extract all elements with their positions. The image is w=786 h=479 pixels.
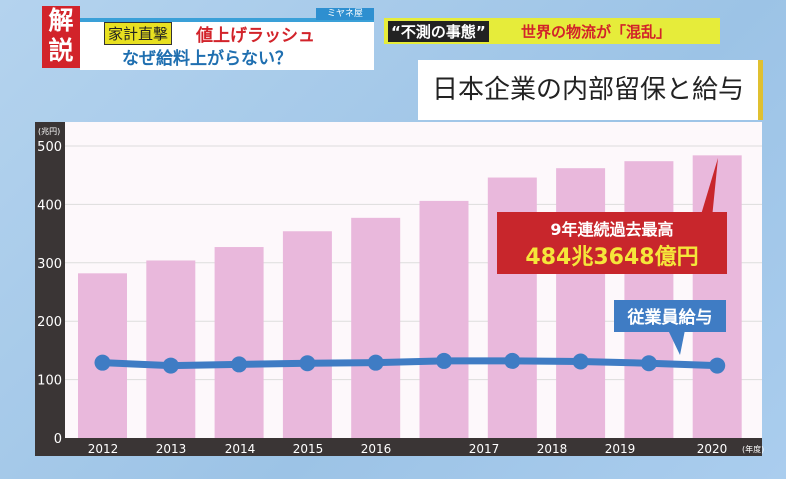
kaisetsu-badge: 解説 [42, 6, 80, 68]
salary-label: 従業員給与 [627, 307, 713, 328]
salary-line [102, 357, 718, 370]
y-tick-label: 500 [37, 140, 62, 155]
record-callout [497, 212, 727, 274]
bar [419, 200, 469, 438]
bar [692, 155, 742, 438]
bar [214, 247, 264, 438]
x-tick-label: 2012 [88, 442, 119, 456]
news-quote: “不測の事態” [388, 21, 489, 42]
record-callout-pointer [700, 158, 718, 218]
salary-point [162, 357, 179, 374]
y-tick-label: 300 [37, 257, 62, 272]
headline: 値上げラッシュ [196, 26, 315, 46]
bar [351, 217, 401, 438]
y-tick-label: 0 [54, 432, 62, 447]
y-axis-unit: (兆円) [38, 126, 60, 136]
salary-callout-pointer [668, 330, 685, 355]
x-tick-label: 2017 [469, 442, 500, 456]
bar [556, 168, 606, 438]
x-tick-label: 2018 [537, 442, 568, 456]
salary-point [640, 355, 657, 372]
x-tick-label: 2016 [361, 442, 392, 456]
salary-point [94, 354, 111, 371]
x-tick-label: 2014 [225, 442, 256, 456]
chart-title: 日本企業の内部留保と給与 [418, 60, 763, 120]
bar [624, 161, 674, 438]
y-tick-label: 400 [37, 198, 62, 213]
y-tick-label: 100 [37, 374, 62, 389]
x-tick-label: 2015 [293, 442, 324, 456]
salary-point [299, 355, 316, 372]
salary-callout [614, 300, 726, 332]
record-line2: 484兆3648億円 [525, 244, 698, 270]
salary-point [504, 352, 521, 369]
x-tick-label: 2013 [156, 442, 187, 456]
record-line1: 9年連続過去最高 [550, 220, 673, 239]
y-axis-strip [35, 122, 65, 456]
subheadline: なぜ給料上がらない？ [122, 49, 292, 69]
x-axis-strip [35, 438, 762, 456]
salary-point [231, 356, 248, 373]
brand-label: ミヤネ屋 [316, 8, 374, 20]
salary-point [367, 354, 384, 371]
bar [282, 231, 332, 438]
salary-point [709, 357, 726, 374]
x-tick-label: 2019 [605, 442, 636, 456]
x-tick-label: 2020 [697, 442, 728, 456]
y-tick-label: 200 [37, 315, 62, 330]
bar [146, 260, 196, 438]
category-tag: 家計直撃 [104, 22, 173, 45]
salary-point [436, 352, 452, 369]
news-text: 世界の物流が「混乱」 [521, 23, 672, 41]
salary-point [572, 353, 589, 370]
x-axis-unit: (年度) [742, 444, 764, 454]
